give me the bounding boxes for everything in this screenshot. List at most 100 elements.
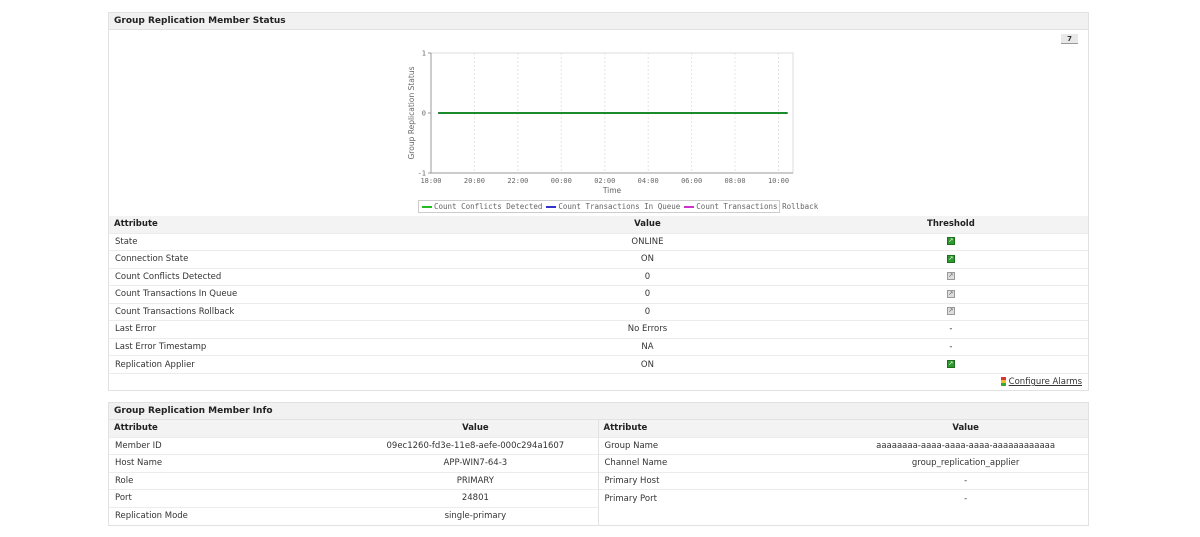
col-attribute: Attribute	[109, 216, 482, 233]
value-cell: aaaaaaaa-aaaa-aaaa-aaaa-aaaaaaaaaaaa	[843, 436, 1088, 455]
value-cell: ON	[481, 355, 814, 373]
table-row: Group Name aaaaaaaa-aaaa-aaaa-aaaa-aaaaaa…	[598, 436, 1088, 455]
table-row: Channel Name group_replication_applier	[598, 454, 1088, 472]
threshold-edit-icon[interactable]: ↗	[946, 254, 955, 263]
value-cell: single-primary	[353, 506, 598, 525]
x-tick-label: 18:00	[420, 177, 441, 185]
table-row: Host Name APP-WIN7-64-3	[109, 454, 598, 472]
value-cell: group_replication_applier	[843, 454, 1088, 472]
attribute-cell: Primary Host	[598, 471, 844, 490]
table-row: Role PRIMARY	[109, 471, 598, 490]
table-row: Count Transactions Rollback 0 ↗	[109, 302, 1088, 321]
member-status-panel: Group Replication Member Status 7 18:00 2…	[108, 12, 1089, 391]
threshold-value: -	[949, 341, 953, 352]
attribute-cell: Member ID	[109, 436, 354, 455]
legend-label: Count Transactions In Queue	[558, 202, 681, 211]
table-row: Primary Host -	[598, 471, 1088, 490]
col-threshold: Threshold	[813, 216, 1088, 233]
table-row: Primary Port -	[598, 489, 1088, 507]
legend-label: Count Transactions Rollback	[696, 202, 819, 211]
x-tick-label: 20:00	[464, 177, 485, 185]
info-table-left: Attribute Value Member ID 09ec1260-fd3e-11…	[109, 420, 598, 525]
table-row: State ONLINE ↗	[109, 232, 1088, 251]
table-row: Replication Mode single-primary	[109, 506, 598, 525]
threshold-cell: -	[813, 320, 1088, 338]
x-tick-label: 00:00	[551, 177, 572, 185]
x-tick-label: 02:00	[594, 177, 615, 185]
y-tick-label: 0	[422, 110, 426, 118]
threshold-edit-icon[interactable]: ↗	[946, 289, 955, 298]
attribute-cell: Replication Applier	[109, 355, 482, 373]
configure-alarms-link[interactable]: Configure Alarms	[1008, 377, 1082, 387]
threshold-cell: ↗	[813, 250, 1088, 268]
legend-item[interactable]: Count Conflicts Detected	[422, 202, 542, 211]
col-value: Value	[353, 420, 598, 437]
value-cell: ON	[481, 250, 814, 268]
attribute-cell: Replication Mode	[109, 506, 354, 525]
value-cell: PRIMARY	[353, 471, 598, 490]
x-tick-label: 10:00	[768, 177, 789, 185]
attribute-cell: State	[109, 232, 482, 251]
attribute-cell: Count Conflicts Detected	[109, 267, 482, 286]
panel-title: Group Replication Member Status	[109, 13, 1088, 30]
legend-label: Count Conflicts Detected	[434, 202, 543, 211]
x-tick-label: 22:00	[507, 177, 528, 185]
col-attribute: Attribute	[598, 420, 844, 437]
threshold-edit-icon[interactable]: ↗	[946, 272, 955, 281]
value-cell: 0	[481, 302, 814, 321]
threshold-edit-icon[interactable]: ↗	[946, 237, 955, 246]
chart-area: 7 18:00 20:00 22:00 00:00 02:00 04:00 06:00 08:…	[109, 30, 1088, 216]
col-value: Value	[843, 420, 1088, 437]
attribute-cell: Connection State	[109, 250, 482, 268]
status-chart: 18:00 20:00 22:00 00:00 02:00 04:00 06:00 08:00…	[407, 50, 794, 195]
threshold-edit-icon[interactable]: ↗	[946, 360, 955, 368]
legend-item[interactable]: Count Transactions In Queue	[546, 202, 680, 211]
x-axis-label: Time	[602, 186, 622, 195]
attribute-cell: Primary Port	[598, 489, 844, 507]
col-value: Value	[481, 216, 814, 233]
value-cell: 24801	[353, 489, 598, 507]
value-cell: 0	[481, 285, 814, 303]
table-row: Last Error No Errors -	[109, 320, 1088, 338]
value-cell: -	[843, 471, 1088, 490]
threshold-edit-icon[interactable]: ↗	[946, 307, 955, 316]
attribute-cell: Role	[109, 471, 354, 490]
threshold-cell: ↗	[813, 355, 1088, 373]
value-cell: 0	[481, 267, 814, 286]
attribute-cell: Count Transactions Rollback	[109, 302, 482, 321]
y-tick-label: -1	[418, 170, 426, 178]
info-table-right: Attribute Value Group Name aaaaaaaa-aaaa-a…	[598, 420, 1088, 507]
threshold-cell: ↗	[813, 267, 1088, 286]
period-selector-button[interactable]: 7	[1061, 34, 1078, 44]
legend-item[interactable]: Count Transactions Rollback	[684, 202, 818, 211]
table-row: Port 24801	[109, 489, 598, 507]
y-axis-label: Group Replication Status	[407, 66, 416, 159]
value-cell: NA	[481, 337, 814, 356]
attribute-cell: Last Error	[109, 320, 482, 338]
value-cell: ONLINE	[481, 232, 814, 251]
col-attribute: Attribute	[109, 420, 354, 437]
legend-swatch	[422, 206, 432, 208]
status-table: Attribute Value Threshold State ONLINE ↗ Co…	[109, 216, 1088, 373]
threshold-cell: ↗	[813, 232, 1088, 251]
x-tick-label: 08:00	[725, 177, 746, 185]
table-row: Replication Applier ON ↗	[109, 355, 1088, 373]
table-row: Member ID 09ec1260-fd3e-11e8-aefe-000c294…	[109, 436, 598, 455]
value-cell: No Errors	[481, 320, 814, 338]
table-row: Last Error Timestamp NA -	[109, 337, 1088, 356]
attribute-cell: Host Name	[109, 454, 354, 472]
x-tick-label: 04:00	[638, 177, 659, 185]
table-row: Count Conflicts Detected 0 ↗	[109, 267, 1088, 286]
value-cell: APP-WIN7-64-3	[353, 454, 598, 472]
table-row: Connection State ON ↗	[109, 250, 1088, 268]
y-tick-label: 1	[422, 50, 426, 58]
attribute-cell: Channel Name	[598, 454, 844, 472]
table-row: Count Transactions In Queue 0 ↗	[109, 285, 1088, 303]
attribute-cell: Port	[109, 489, 354, 507]
chart-legend: Count Conflicts Detected Count Transactio…	[418, 200, 818, 213]
threshold-cell: ↗	[813, 285, 1088, 303]
x-tick-label: 06:00	[681, 177, 702, 185]
threshold-value: -	[949, 324, 953, 335]
attribute-cell: Group Name	[598, 436, 844, 455]
configure-alarms-row: Configure Alarms	[109, 373, 1088, 390]
